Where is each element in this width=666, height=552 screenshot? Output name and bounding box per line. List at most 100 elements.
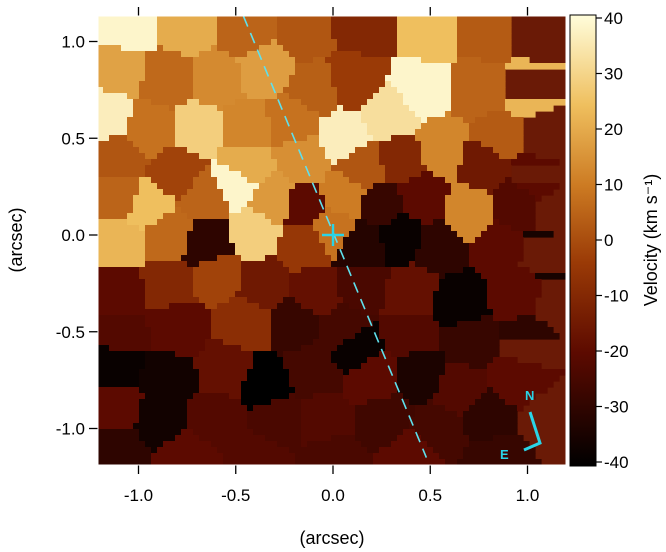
voronoi-bin-cell bbox=[505, 105, 554, 112]
voronoi-bin-cell bbox=[325, 243, 344, 250]
voronoi-bin-cell bbox=[97, 285, 146, 292]
voronoi-bin-cell bbox=[151, 177, 194, 184]
voronoi-bin-cell bbox=[343, 297, 386, 304]
y-tick-label: 0.5 bbox=[61, 129, 85, 148]
voronoi-bin-cell bbox=[439, 321, 458, 328]
voronoi-bin-cell bbox=[439, 279, 488, 286]
voronoi-bin-cell bbox=[457, 51, 512, 58]
voronoi-bin-cell bbox=[475, 267, 530, 274]
voronoi-bin-cell bbox=[307, 135, 320, 142]
voronoi-bin-cell bbox=[223, 123, 272, 130]
voronoi-bin-cell bbox=[487, 387, 494, 394]
voronoi-bin-cell bbox=[469, 249, 524, 256]
voronoi-bin-cell bbox=[289, 213, 320, 220]
voronoi-bin-cell bbox=[265, 213, 290, 220]
voronoi-bin-cell bbox=[139, 369, 200, 376]
voronoi-bin-cell bbox=[97, 255, 146, 262]
voronoi-bin-cell bbox=[247, 297, 284, 304]
voronoi-bin-cell bbox=[517, 405, 524, 412]
voronoi-bin-cell bbox=[97, 393, 146, 400]
voronoi-bin-cell bbox=[451, 69, 506, 76]
voronoi-bin-cell bbox=[301, 303, 338, 310]
voronoi-bin-cell bbox=[391, 57, 422, 64]
voronoi-bin-cell bbox=[325, 249, 338, 256]
compass-north-label: N bbox=[525, 388, 534, 403]
voronoi-bin-cell bbox=[505, 399, 530, 406]
voronoi-bin-cell bbox=[97, 87, 104, 94]
voronoi-bin-cell bbox=[241, 63, 296, 70]
voronoi-bin-cell bbox=[157, 15, 218, 22]
voronoi-bin-cell bbox=[319, 117, 362, 124]
voronoi-bin-cell bbox=[97, 141, 134, 148]
voronoi-bin-cell bbox=[145, 297, 200, 304]
voronoi-bin-cell bbox=[379, 87, 398, 94]
voronoi-bin-cell bbox=[277, 27, 332, 34]
voronoi-bin-cell bbox=[319, 123, 368, 130]
voronoi-bin-cell bbox=[403, 195, 446, 202]
voronoi-bin-cell bbox=[343, 105, 362, 112]
colorbar-tick-label: -30 bbox=[604, 398, 629, 417]
voronoi-bin-cell bbox=[409, 399, 428, 406]
colorbar-tick-label: 10 bbox=[604, 176, 623, 195]
voronoi-bin-cell bbox=[187, 249, 236, 256]
voronoi-bin-cell bbox=[469, 135, 524, 142]
voronoi-bin-cell bbox=[187, 99, 200, 106]
voronoi-bin-cell bbox=[337, 99, 368, 106]
voronoi-bin-cell bbox=[277, 21, 332, 28]
voronoi-bin-cell bbox=[295, 57, 314, 64]
voronoi-bin-cell bbox=[193, 177, 218, 184]
voronoi-bin-cell bbox=[139, 147, 164, 154]
voronoi-bin-cell bbox=[337, 363, 362, 370]
voronoi-bin-cell bbox=[271, 153, 326, 160]
voronoi-bin-cell bbox=[337, 105, 344, 112]
voronoi-bin-cell bbox=[463, 159, 512, 166]
voronoi-bin-cell bbox=[427, 399, 434, 406]
overlay bbox=[242, 16, 428, 458]
voronoi-bin-cell bbox=[313, 219, 356, 226]
voronoi-bin-cell bbox=[97, 129, 128, 136]
voronoi-bin-cell bbox=[481, 393, 500, 400]
voronoi-bin-cell bbox=[493, 213, 536, 220]
voronoi-bin-cell bbox=[445, 405, 470, 412]
voronoi-bin-cell bbox=[223, 459, 296, 466]
voronoi-bin-cell bbox=[97, 51, 146, 58]
voronoi-bin-cell bbox=[259, 303, 278, 310]
voronoi-bin-cell bbox=[493, 207, 536, 214]
voronoi-bin-cell bbox=[97, 69, 146, 76]
voronoi-bin-cell bbox=[217, 447, 290, 454]
voronoi-bin-cell bbox=[385, 75, 452, 82]
voronoi-bin-cell bbox=[361, 105, 410, 112]
voronoi-bin-cell bbox=[145, 357, 194, 364]
voronoi-bin-cell bbox=[433, 303, 488, 310]
voronoi-bin-cell bbox=[97, 225, 140, 232]
voronoi-bin-cell bbox=[157, 45, 164, 52]
voronoi-bin-cell bbox=[391, 273, 440, 280]
voronoi-bin-cell bbox=[265, 255, 278, 262]
voronoi-bin-cell bbox=[397, 21, 458, 28]
voronoi-bin-cell bbox=[475, 399, 506, 406]
voronoi-bin-cell bbox=[391, 69, 452, 76]
voronoi-bin-cell bbox=[517, 315, 536, 322]
voronoi-bin-cell bbox=[175, 123, 224, 130]
voronoi-bin-cell bbox=[97, 363, 146, 370]
voronoi-bin-cell bbox=[223, 189, 254, 196]
voronoi-bin-cell bbox=[355, 405, 416, 412]
voronoi-bin-cell bbox=[397, 363, 446, 370]
voronoi-bin-cell bbox=[337, 273, 392, 280]
voronoi-bin-cell bbox=[145, 363, 194, 370]
voronoi-bin-cell bbox=[325, 57, 392, 64]
voronoi-bin-cell bbox=[151, 339, 206, 346]
voronoi-bin-cell bbox=[301, 345, 338, 352]
voronoi-bin-cell bbox=[463, 147, 494, 154]
voronoi-bin-cell bbox=[265, 105, 308, 112]
voronoi-bin-cell bbox=[493, 357, 518, 364]
voronoi-bin-cell bbox=[511, 111, 536, 118]
voronoi-bin-cell bbox=[445, 201, 494, 208]
voronoi-bin-cell bbox=[409, 261, 416, 268]
voronoi-bin-cell bbox=[97, 459, 152, 466]
voronoi-bin-cell bbox=[193, 285, 242, 292]
voronoi-bin-cell bbox=[331, 81, 386, 88]
voronoi-bin-cell bbox=[361, 183, 374, 190]
voronoi-bin-cell bbox=[343, 375, 398, 382]
voronoi-bin-cell bbox=[271, 141, 284, 148]
